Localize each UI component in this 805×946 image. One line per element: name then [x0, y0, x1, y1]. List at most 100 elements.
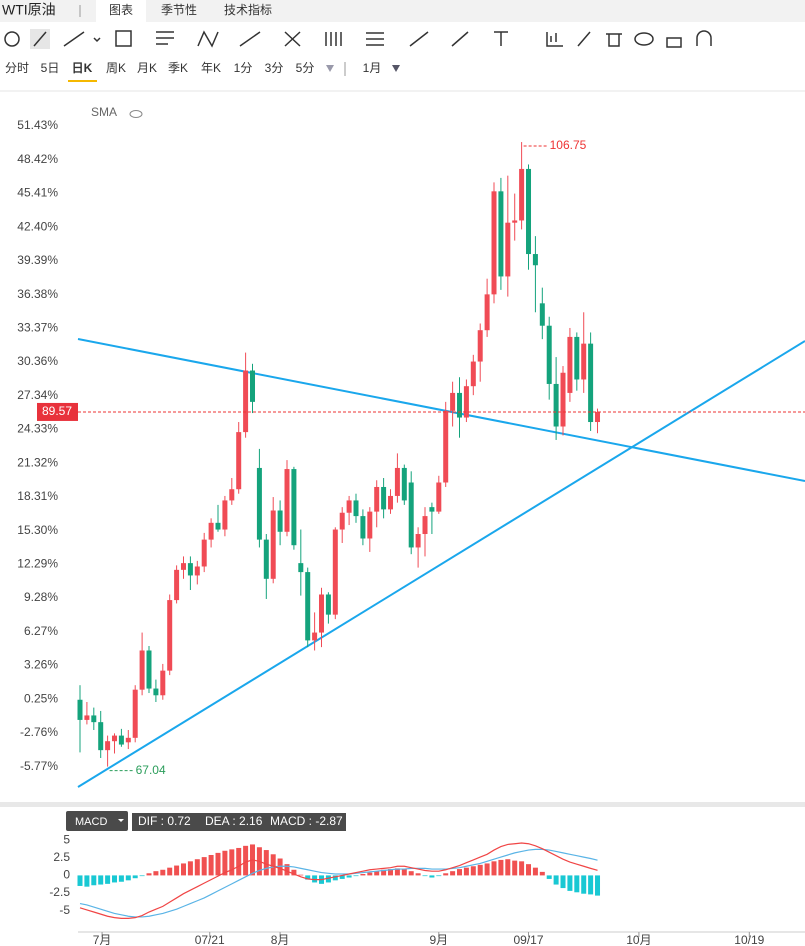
macd-bar — [236, 847, 242, 876]
macd-bar — [270, 854, 276, 876]
macd-bar — [332, 875, 338, 881]
tab-active[interactable] — [96, 0, 146, 22]
tool-icon[interactable] — [494, 31, 508, 46]
macd-bar — [394, 868, 400, 876]
tool-icon[interactable] — [606, 33, 622, 47]
candle-body — [174, 569, 180, 601]
candle-body — [457, 392, 463, 418]
macd-bar — [98, 875, 104, 885]
macd-bar — [312, 875, 318, 883]
readout-box — [132, 813, 346, 831]
candle-body — [263, 539, 269, 579]
candle-body — [532, 254, 538, 266]
tool-icon[interactable] — [666, 37, 682, 48]
candle-body — [160, 670, 166, 696]
tab[interactable]: 图表 — [109, 3, 133, 17]
macd-bar — [125, 875, 131, 881]
candle-body — [560, 372, 566, 427]
panel-divider — [0, 802, 805, 807]
candle-body — [125, 737, 131, 743]
candle-body — [153, 688, 159, 696]
candle-body — [526, 168, 532, 255]
candle-body — [394, 467, 400, 496]
period[interactable]: 年K — [201, 61, 221, 75]
tool-icon[interactable] — [115, 30, 132, 47]
candle-body — [201, 539, 207, 567]
candle-body — [181, 563, 187, 570]
period[interactable]: 周K — [106, 61, 126, 75]
macd-bar — [263, 850, 269, 876]
candle-body — [546, 325, 552, 384]
candle-body — [167, 600, 173, 671]
tool-icon[interactable] — [197, 30, 219, 48]
y-tick-label: 21.32% — [17, 455, 58, 469]
tool-icon[interactable] — [33, 31, 47, 47]
tool-icon[interactable] — [696, 30, 712, 46]
tool-icon[interactable] — [409, 31, 469, 47]
price-tag — [37, 402, 78, 421]
tool-icon[interactable] — [239, 31, 301, 47]
macd-bar — [505, 859, 511, 876]
tool-icon[interactable] — [634, 32, 654, 46]
macd-bar — [388, 869, 394, 876]
period[interactable]: 1分 — [234, 61, 253, 75]
candle-body — [284, 469, 290, 532]
dropdown-arrow[interactable] — [118, 819, 124, 822]
candle-body — [374, 486, 380, 512]
tool-icon[interactable] — [366, 32, 384, 46]
macd-bar — [422, 875, 428, 877]
period[interactable]: 5日 — [41, 61, 60, 75]
tool-icon[interactable] — [156, 31, 174, 45]
period[interactable]: 5分 — [296, 61, 315, 75]
trend-line[interactable] — [77, 338, 805, 482]
dropdown-arrow[interactable] — [326, 65, 334, 72]
tab[interactable]: 季节性 — [161, 3, 197, 17]
macd-bar — [574, 875, 580, 893]
macd-bar — [519, 861, 525, 876]
y-tick-label: -5 — [59, 903, 70, 917]
readout: MACD : -2.87 — [270, 814, 343, 828]
tool-icon[interactable] — [325, 32, 342, 46]
macd-bar — [381, 869, 387, 876]
period[interactable]: 季K — [168, 61, 188, 75]
candle-body — [553, 383, 559, 427]
macd-bar — [243, 845, 249, 876]
tab[interactable]: 技术指标 — [224, 2, 272, 17]
indicator-select[interactable] — [66, 811, 128, 831]
macd-bar — [581, 875, 587, 894]
macd-bar — [181, 863, 187, 876]
eye-icon[interactable] — [129, 110, 143, 118]
tool-icon[interactable] — [4, 31, 20, 47]
tool-icon[interactable] — [577, 31, 591, 47]
macd-bar — [436, 875, 442, 877]
period[interactable]: 日K — [72, 61, 93, 75]
period[interactable]: 分时 — [5, 61, 29, 75]
macd-bar — [153, 871, 159, 876]
period[interactable]: 月K — [137, 61, 157, 75]
y-tick-label: -2.76% — [20, 725, 58, 739]
macd-bar — [229, 849, 235, 876]
candle-body — [132, 689, 138, 738]
period[interactable]: 3分 — [265, 61, 284, 75]
macd-bar — [484, 863, 490, 876]
y-tick-label: 6.27% — [24, 624, 58, 638]
tool-icon[interactable] — [546, 32, 563, 47]
macd-bar — [160, 869, 166, 876]
y-tick-label: 48.42% — [17, 152, 58, 166]
trend-line[interactable] — [77, 340, 805, 788]
dea-line — [79, 848, 598, 918]
indicator-name[interactable]: MACD — [75, 816, 107, 828]
macd-bar — [146, 873, 152, 876]
candle-body — [581, 343, 587, 380]
x-tick-label: 09/17 — [513, 933, 543, 946]
macd-bar — [532, 867, 538, 876]
candle-body — [346, 500, 352, 513]
x-tick-label: 07/21 — [195, 933, 225, 946]
macd-bar — [305, 875, 311, 880]
tool-icon[interactable] — [63, 31, 101, 47]
range[interactable]: 1月 — [363, 61, 382, 75]
dropdown-arrow[interactable] — [392, 65, 400, 72]
y-tick-label: 51.43% — [17, 118, 58, 132]
y-tick-label: 12.29% — [17, 557, 58, 571]
x-tick-label: 10/19 — [734, 933, 764, 946]
